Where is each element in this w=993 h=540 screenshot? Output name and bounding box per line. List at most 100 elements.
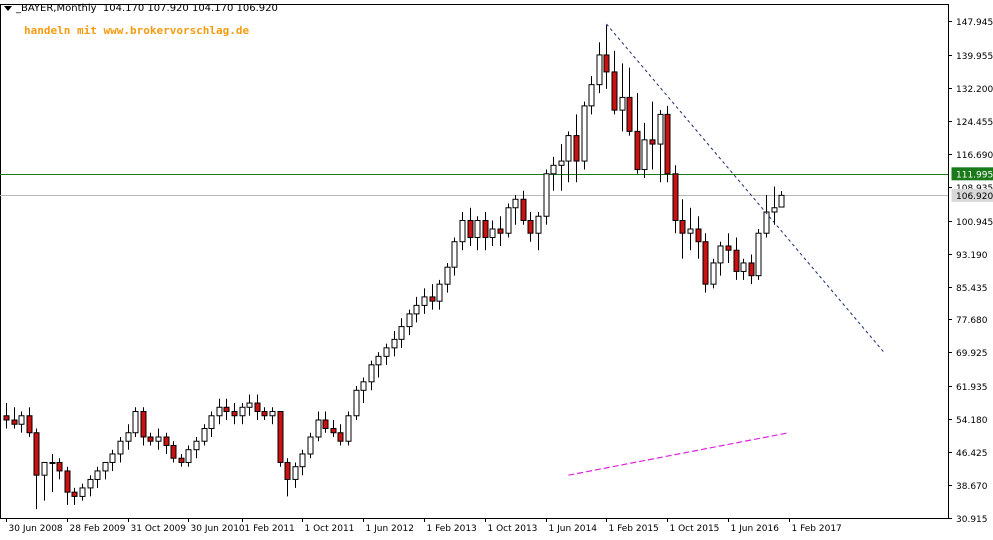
- bear-candle: [679, 219, 686, 234]
- bear-candle: [261, 411, 268, 417]
- bull-candle: [117, 440, 124, 455]
- bear-candle: [140, 411, 147, 438]
- x-tick-label: 1 Jun 2012: [366, 524, 414, 534]
- bull-candle: [360, 381, 367, 391]
- x-tick-label: 1 Feb 2011: [245, 524, 295, 534]
- bear-candle: [56, 461, 63, 472]
- moving-average-line: [568, 432, 789, 476]
- y-tick-label: 139.955: [956, 52, 993, 62]
- y-tick-label: 54.180: [956, 416, 988, 426]
- bull-candle: [413, 304, 420, 315]
- bull-candle: [771, 207, 778, 213]
- bear-candle: [649, 139, 656, 145]
- dropdown-icon[interactable]: [4, 5, 12, 11]
- bull-candle: [489, 228, 496, 238]
- x-tick-label: 30 Jun 2010: [191, 524, 245, 534]
- bull-candle: [269, 411, 276, 417]
- x-tick-label: 1 Jun 2016: [731, 524, 780, 534]
- x-tick-label: 1 Oct 2011: [305, 524, 355, 534]
- bull-candle: [299, 453, 306, 468]
- bear-candle: [71, 491, 78, 497]
- y-tick-label: 100.945: [956, 218, 993, 228]
- bull-candle: [778, 194, 785, 208]
- y-tick-label: 124.455: [956, 118, 993, 128]
- bear-candle: [664, 113, 671, 175]
- bull-candle: [406, 313, 413, 328]
- bull-candle: [18, 415, 25, 425]
- bull-candle: [125, 432, 132, 442]
- bull-candle: [710, 262, 717, 285]
- bear-candle: [147, 436, 154, 442]
- bull-candle: [436, 283, 443, 302]
- bull-candle: [474, 219, 481, 238]
- bear-candle: [33, 432, 40, 476]
- y-tick-label: 147.945: [956, 18, 993, 28]
- x-tick-label: 1 Feb 2015: [609, 524, 659, 534]
- resistance-price-label-bg: [951, 167, 993, 181]
- bear-candle: [322, 419, 329, 429]
- bear-candle: [634, 130, 641, 171]
- bull-candle: [109, 453, 116, 463]
- bull-candle: [208, 415, 215, 429]
- bear-candle: [482, 219, 489, 238]
- bull-candle: [375, 355, 382, 366]
- bull-candle: [543, 173, 550, 217]
- bear-candle: [527, 219, 534, 234]
- bull-candle: [588, 84, 595, 107]
- y-tick-label: 132.200: [956, 85, 993, 95]
- bear-candle: [284, 461, 291, 480]
- x-tick-label: 30 Jun 2008: [9, 524, 63, 534]
- bull-candle: [717, 245, 724, 264]
- plot-frame: [0, 4, 949, 519]
- bull-candle: [193, 440, 200, 451]
- chart-header: _BAYER,Monthly 104.170 107.920 104.170 1…: [4, 3, 278, 14]
- resistance-price-label: 111.995: [956, 170, 993, 180]
- bull-candle: [451, 241, 458, 268]
- x-tick-label: 1 Oct 2015: [670, 524, 720, 534]
- bear-candle: [573, 135, 580, 162]
- bull-candle: [315, 419, 322, 438]
- bull-candle: [353, 389, 360, 417]
- y-tick-label: 38.670: [956, 482, 988, 492]
- bull-candle: [87, 478, 94, 489]
- bull-candle: [185, 449, 192, 463]
- bear-candle: [497, 228, 504, 234]
- trendline[interactable]: [606, 23, 885, 353]
- bear-candle: [611, 71, 618, 111]
- bear-candle: [429, 296, 436, 302]
- bull-candle: [535, 215, 542, 234]
- bull-candle: [102, 461, 109, 472]
- bull-candle: [307, 436, 314, 455]
- y-tick-label: 46.425: [956, 449, 988, 459]
- bull-candle: [391, 338, 398, 349]
- bear-candle: [223, 406, 230, 413]
- bear-candle: [467, 219, 474, 238]
- bull-candle: [292, 466, 299, 480]
- y-tick-label: 93.190: [956, 251, 988, 261]
- last-price-label: 106.920: [956, 192, 993, 202]
- y-tick-label: 69.925: [956, 349, 988, 359]
- bull-candle: [641, 139, 648, 171]
- bull-candle: [687, 228, 694, 234]
- y-tick-label: 77.680: [956, 316, 988, 326]
- last-price-label-bg: [951, 188, 993, 202]
- bear-candle: [520, 198, 527, 221]
- bear-candle: [702, 241, 709, 285]
- bull-candle: [550, 164, 557, 175]
- bear-candle: [337, 432, 344, 442]
- bear-candle: [64, 470, 71, 493]
- x-tick-label: 31 Oct 2009: [131, 524, 187, 534]
- bear-candle: [695, 228, 702, 243]
- watermark-text: handeln mit www.brokervorschlag.de: [24, 24, 250, 37]
- bull-candle: [246, 402, 253, 408]
- bear-candle: [725, 245, 732, 251]
- bull-candle: [581, 105, 588, 162]
- chart-title: _BAYER,Monthly: [16, 3, 97, 14]
- bull-candle: [755, 232, 762, 277]
- bull-candle: [132, 411, 139, 434]
- bull-candle: [657, 113, 664, 145]
- bear-candle: [3, 415, 10, 421]
- bear-candle: [11, 419, 18, 425]
